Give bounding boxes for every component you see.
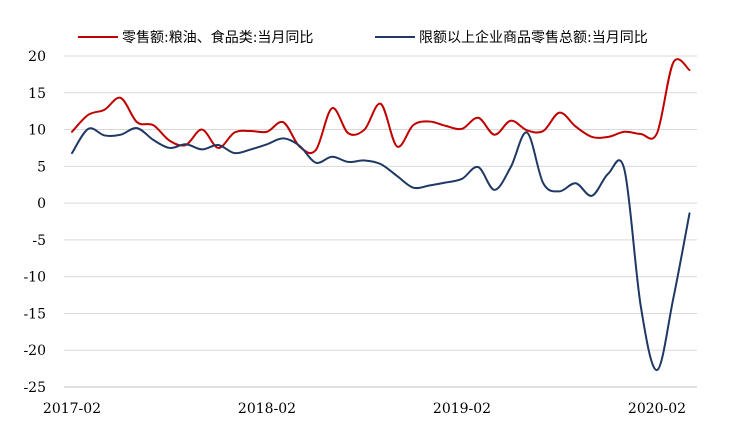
legend-label-above-limit-retail-total: 限额以上企业商品零售总额:当月同比 [419,29,648,46]
x-tick-label: 2019-02 [433,401,491,417]
y-tick-label: 20 [28,49,46,65]
y-tick-label: -10 [23,270,46,286]
series-lines [71,58,691,372]
series-line-retail-grain-oil-food [71,58,691,155]
x-tick-label: 2017-02 [43,401,101,417]
series-line-above-limit-retail-total [71,127,691,372]
y-tick-label: 10 [28,123,46,139]
y-tick-label: 5 [37,159,46,175]
gridlines [64,55,697,388]
legend-label-retail-grain-oil-food: 零售额:粮油、食品类:当月同比 [122,29,313,46]
y-tick-label: 0 [37,196,46,212]
y-axis-tick-labels: 20 15 10 5 0 -5 -10 -15 -20 -25 [23,49,46,396]
x-axis-tick-labels: 2017-02 2018-02 2019-02 2020-02 [43,401,686,417]
x-tick-label: 2018-02 [238,401,296,417]
y-tick-label: -20 [23,343,46,359]
y-tick-label: -15 [23,306,46,322]
y-tick-label: -5 [32,233,46,249]
legend: 零售额:粮油、食品类:当月同比 限额以上企业商品零售总额:当月同比 [78,29,648,46]
y-tick-label: 15 [28,86,46,102]
x-tick-label: 2020-02 [628,401,686,417]
y-tick-label: -25 [23,380,46,396]
